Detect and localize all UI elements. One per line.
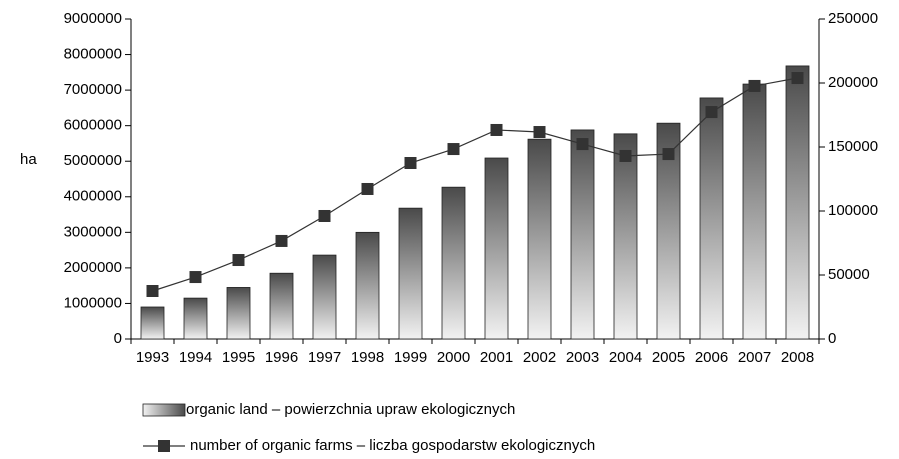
y2-tick-label: 0: [828, 330, 836, 347]
point-marker: [404, 157, 417, 169]
y-tick-label: 2000000: [64, 259, 122, 276]
x-tick-label: 1998: [351, 349, 384, 366]
y2-tick-label: 150000: [828, 138, 878, 155]
x-tick-label: 1996: [265, 349, 298, 366]
point-marker: [662, 148, 675, 161]
x-tick-label: 2000: [437, 349, 470, 366]
bar: [527, 138, 552, 340]
point-marker: [619, 149, 632, 162]
x-tick-label: 2003: [566, 349, 599, 366]
bar: [226, 287, 251, 340]
legend-marker: [158, 440, 170, 452]
bar: [613, 133, 638, 340]
x-tick-label: 2004: [609, 349, 642, 366]
bar: [570, 129, 595, 340]
point-marker: [576, 138, 589, 151]
bar: [398, 207, 423, 340]
bar: [742, 83, 767, 340]
bar: [140, 306, 165, 340]
x-tick-label: 2005: [652, 349, 685, 366]
x-tick-label: 1999: [394, 349, 427, 366]
y2-tick-label: 50000: [828, 266, 870, 283]
point-marker: [447, 143, 460, 156]
point-marker: [748, 79, 761, 92]
bar: [312, 254, 337, 340]
series-line: [152, 77, 798, 292]
y2-tick-label: 100000: [828, 202, 878, 219]
y-tick-label: 8000000: [64, 46, 122, 63]
y2-tick-label: 250000: [828, 10, 878, 27]
legend-label: number of organic farms – liczba gospoda…: [190, 437, 595, 454]
x-tick-label: 2007: [738, 349, 771, 366]
y-tick-label: 9000000: [64, 10, 122, 27]
bar: [355, 231, 380, 340]
x-tick-label: 2006: [695, 349, 728, 366]
bar: [269, 272, 294, 340]
y-tick-label: 6000000: [64, 117, 122, 134]
point-marker: [318, 209, 331, 222]
y-tick-label: 1000000: [64, 294, 122, 311]
bar: [699, 97, 724, 340]
bar: [183, 297, 208, 340]
bar: [656, 122, 681, 340]
point-marker: [275, 234, 288, 247]
bar: [441, 186, 466, 340]
bar: [484, 157, 509, 340]
y2-tick-label: 200000: [828, 74, 878, 91]
x-tick-label: 1995: [222, 349, 255, 366]
legend-swatch: [142, 403, 186, 417]
x-tick-label: 2002: [523, 349, 556, 366]
y-axis-label: ha: [20, 151, 37, 168]
x-tick-label: 2008: [781, 349, 814, 366]
point-marker: [533, 126, 546, 139]
point-marker: [232, 254, 245, 267]
point-marker: [189, 271, 202, 284]
point-marker: [146, 285, 159, 297]
x-tick-label: 1997: [308, 349, 341, 366]
bar: [785, 65, 810, 340]
y-tick-label: 3000000: [64, 223, 122, 240]
y-tick-label: 5000000: [64, 152, 122, 169]
x-tick-label: 1993: [136, 349, 169, 366]
x-tick-label: 1994: [179, 349, 212, 366]
point-marker: [490, 123, 503, 136]
y-tick-label: 7000000: [64, 81, 122, 98]
y-tick-label: 0: [114, 330, 122, 347]
y-tick-label: 4000000: [64, 188, 122, 205]
x-tick-label: 2001: [480, 349, 513, 366]
point-marker: [791, 72, 804, 85]
legend-label: organic land – powierzchnia upraw ekolog…: [186, 401, 515, 418]
point-marker: [361, 182, 374, 195]
point-marker: [705, 106, 718, 119]
